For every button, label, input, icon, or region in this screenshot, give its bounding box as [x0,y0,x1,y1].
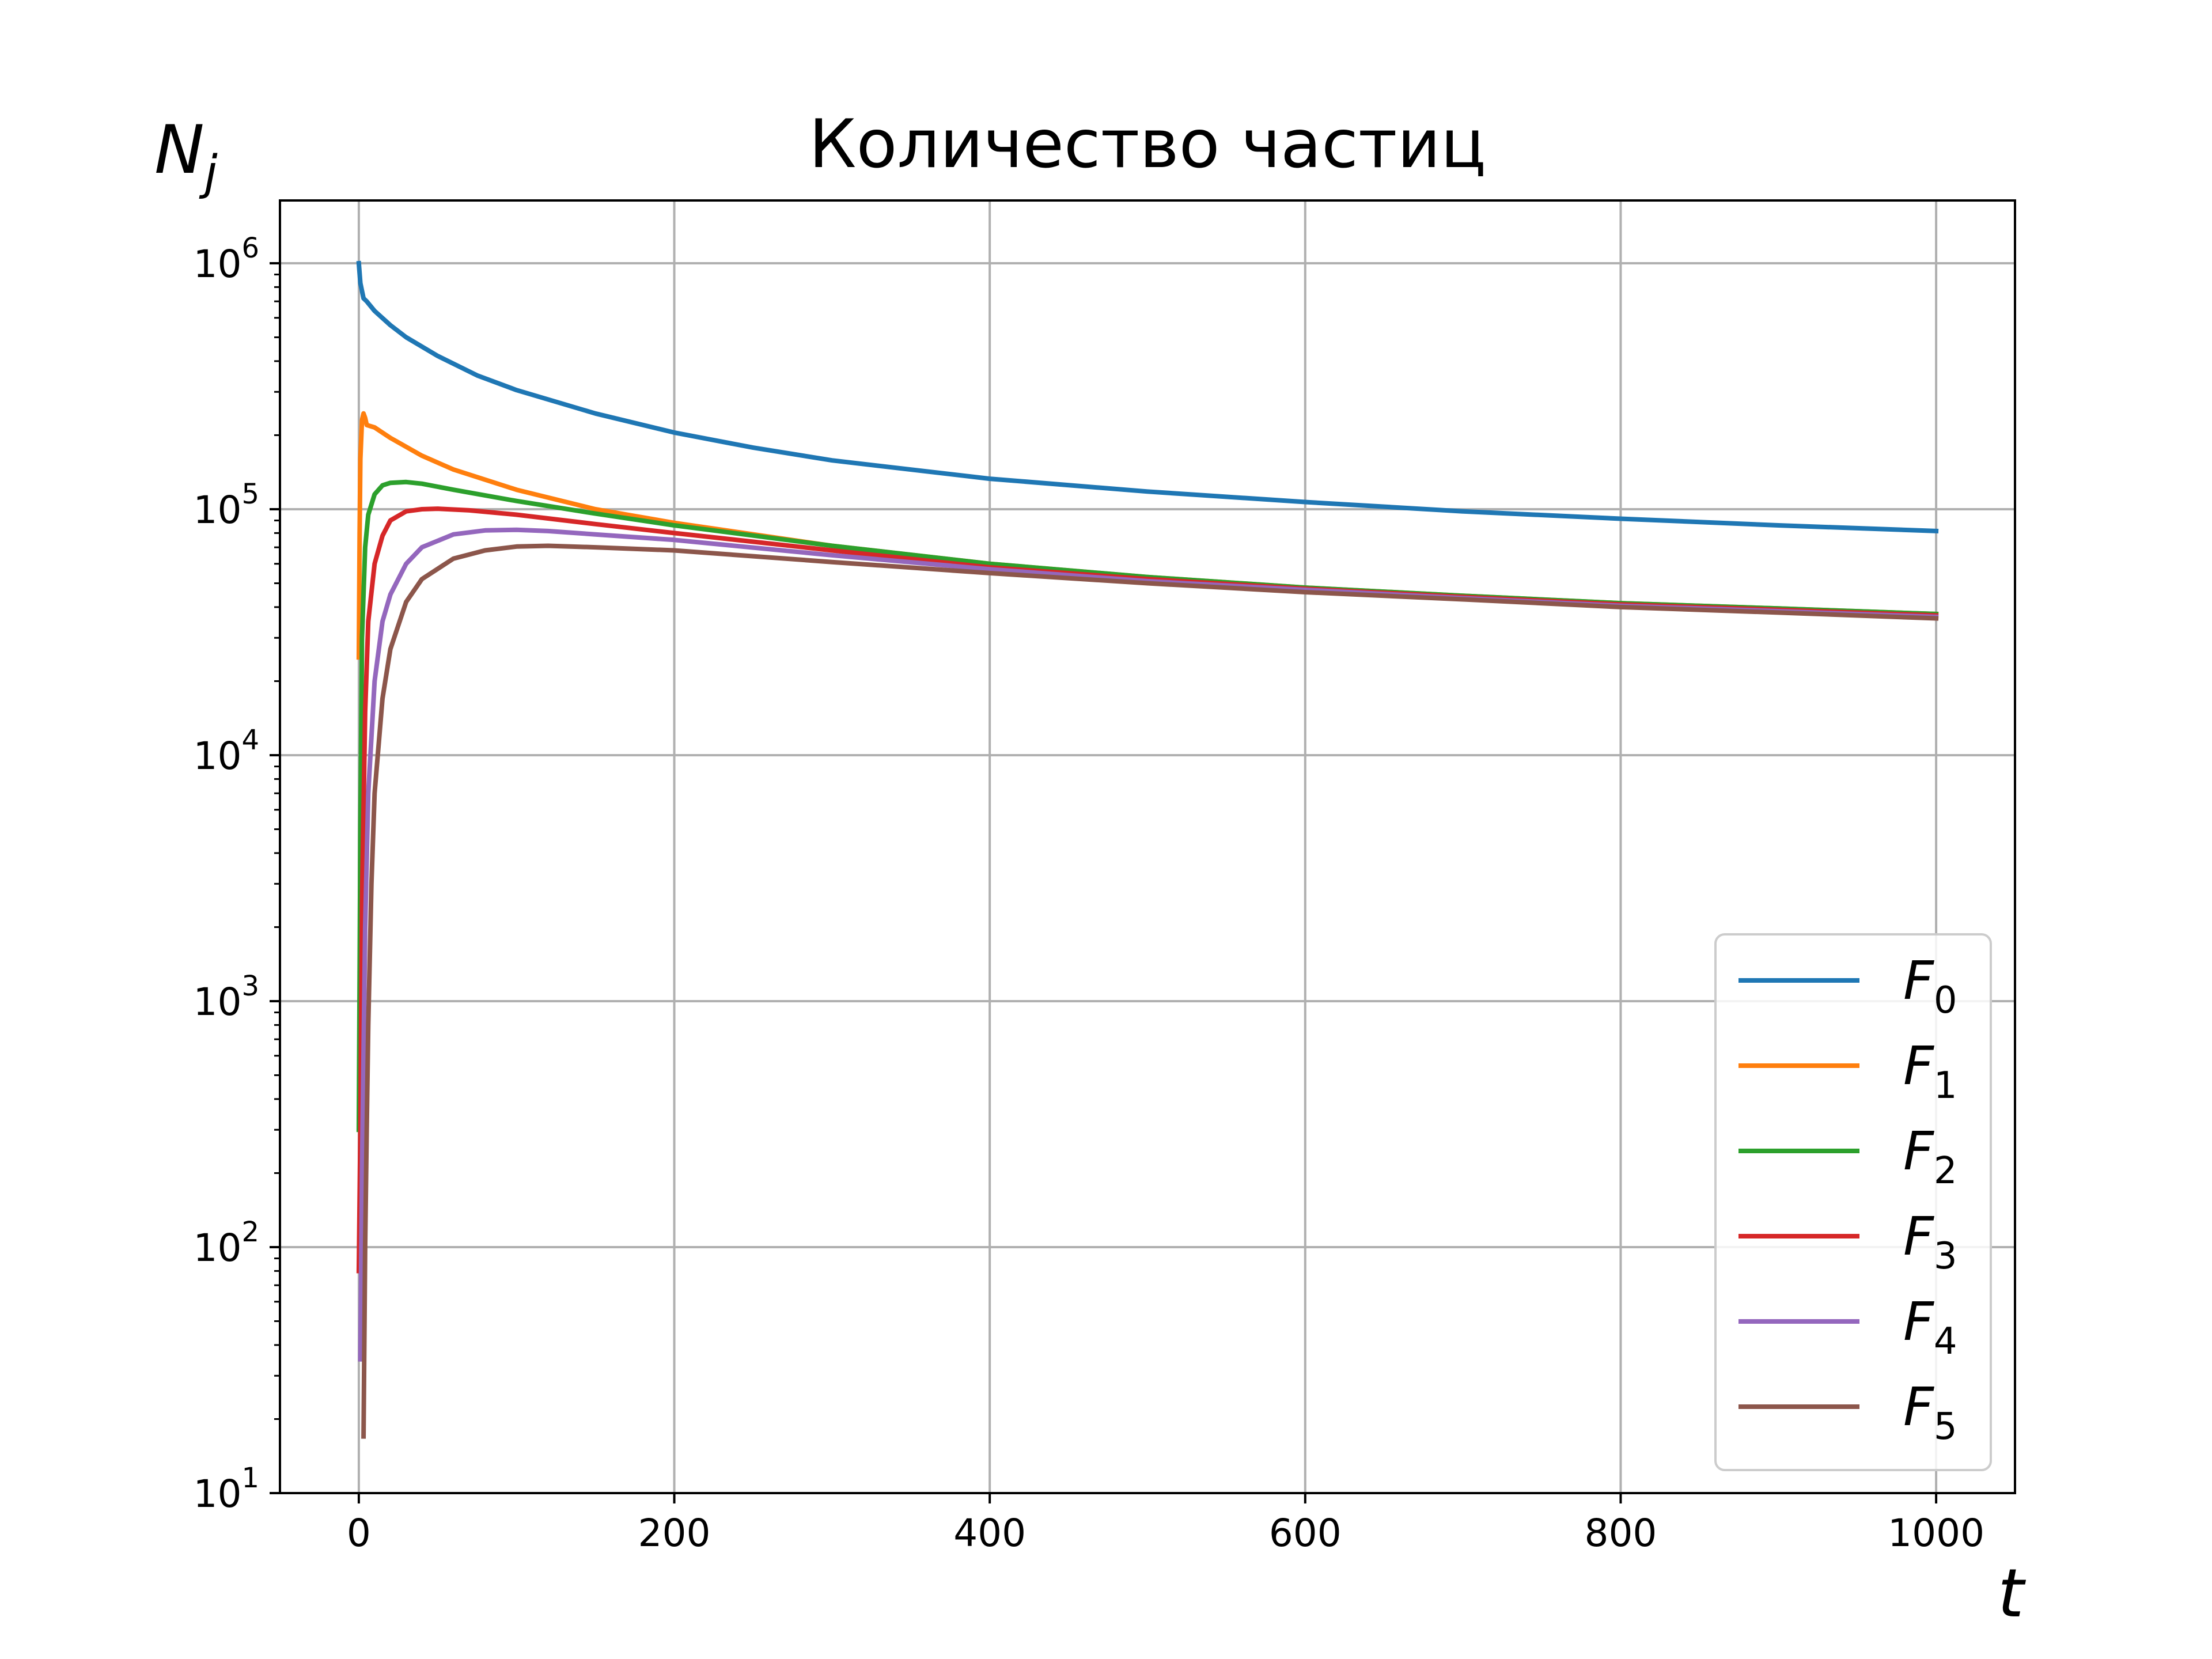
y-axis-label-base: N [154,111,204,189]
x-axis-label: t [1998,1555,2027,1633]
y-tick-label-4: 105 [193,478,259,532]
chart-title: Количество частиц [809,105,1486,183]
y-tick-label-base-1: 10 [193,1226,241,1270]
series-lines [356,260,1939,1439]
legend-entry-base-0: F [1903,950,1934,1012]
legend-entry-4: F4 [1903,1291,1957,1363]
legend-entry-sub-3: 3 [1934,1235,1957,1278]
legend-entry-sub-0: 0 [1934,979,1957,1022]
y-tick-label-base-0: 10 [193,1472,241,1516]
y-tick-label-base-5: 10 [193,242,241,286]
y-tick-label-1: 102 [193,1216,259,1270]
y-tick-label-exp-4: 5 [241,478,259,510]
y-axis-label: Nj [154,111,218,200]
legend-entry-2: F2 [1903,1120,1957,1192]
legend-entry-base-2: F [1903,1120,1934,1182]
y-tick-label-base-4: 10 [193,488,241,532]
y-tick-label-2: 103 [193,970,259,1024]
x-axis-ticks: 0 200 400 600 800 1000 [347,1493,1984,1555]
y-tick-label-5: 106 [193,232,259,286]
x-tick-label-3: 600 [1269,1511,1342,1555]
y-tick-label-exp-5: 6 [241,232,259,264]
legend-entry-base-1: F [1903,1035,1934,1097]
y-tick-label-exp-3: 4 [241,724,259,756]
legend-entry-sub-5: 5 [1934,1406,1957,1448]
legend-entry-base-5: F [1903,1376,1934,1438]
legend-entry-1: F1 [1903,1035,1957,1107]
x-tick-label-1: 200 [638,1511,711,1555]
legend-entry-base-3: F [1903,1206,1934,1267]
x-tick-label-2: 400 [953,1511,1026,1555]
y-tick-label-base-3: 10 [193,734,241,778]
legend-entry-sub-4: 4 [1934,1320,1957,1363]
plot-frame [279,199,2016,1494]
y-tick-label-exp-2: 3 [241,970,259,1002]
x-tick-label-5: 1000 [1888,1511,1984,1555]
series-line-5 [361,543,1939,1439]
y-tick-label-base-2: 10 [193,980,241,1024]
grid [280,200,2015,1494]
y-tick-label-0: 101 [193,1462,259,1516]
legend-entry-3: F3 [1903,1206,1957,1278]
x-tick-label-0: 0 [347,1511,371,1555]
legend-entry-5: F5 [1903,1376,1957,1448]
x-tick-label-4: 800 [1584,1511,1657,1555]
legend-entry-base-4: F [1903,1291,1934,1353]
y-tick-label-3: 104 [193,724,259,778]
legend-entry-sub-2: 2 [1934,1150,1957,1192]
legend-entry-0: F0 [1903,950,1957,1022]
legend-box [1714,933,1992,1471]
y-tick-label-exp-1: 2 [241,1216,259,1248]
series-line-0 [356,260,1939,534]
legend-entry-sub-1: 1 [1934,1065,1957,1107]
y-tick-label-exp-0: 1 [241,1462,259,1494]
